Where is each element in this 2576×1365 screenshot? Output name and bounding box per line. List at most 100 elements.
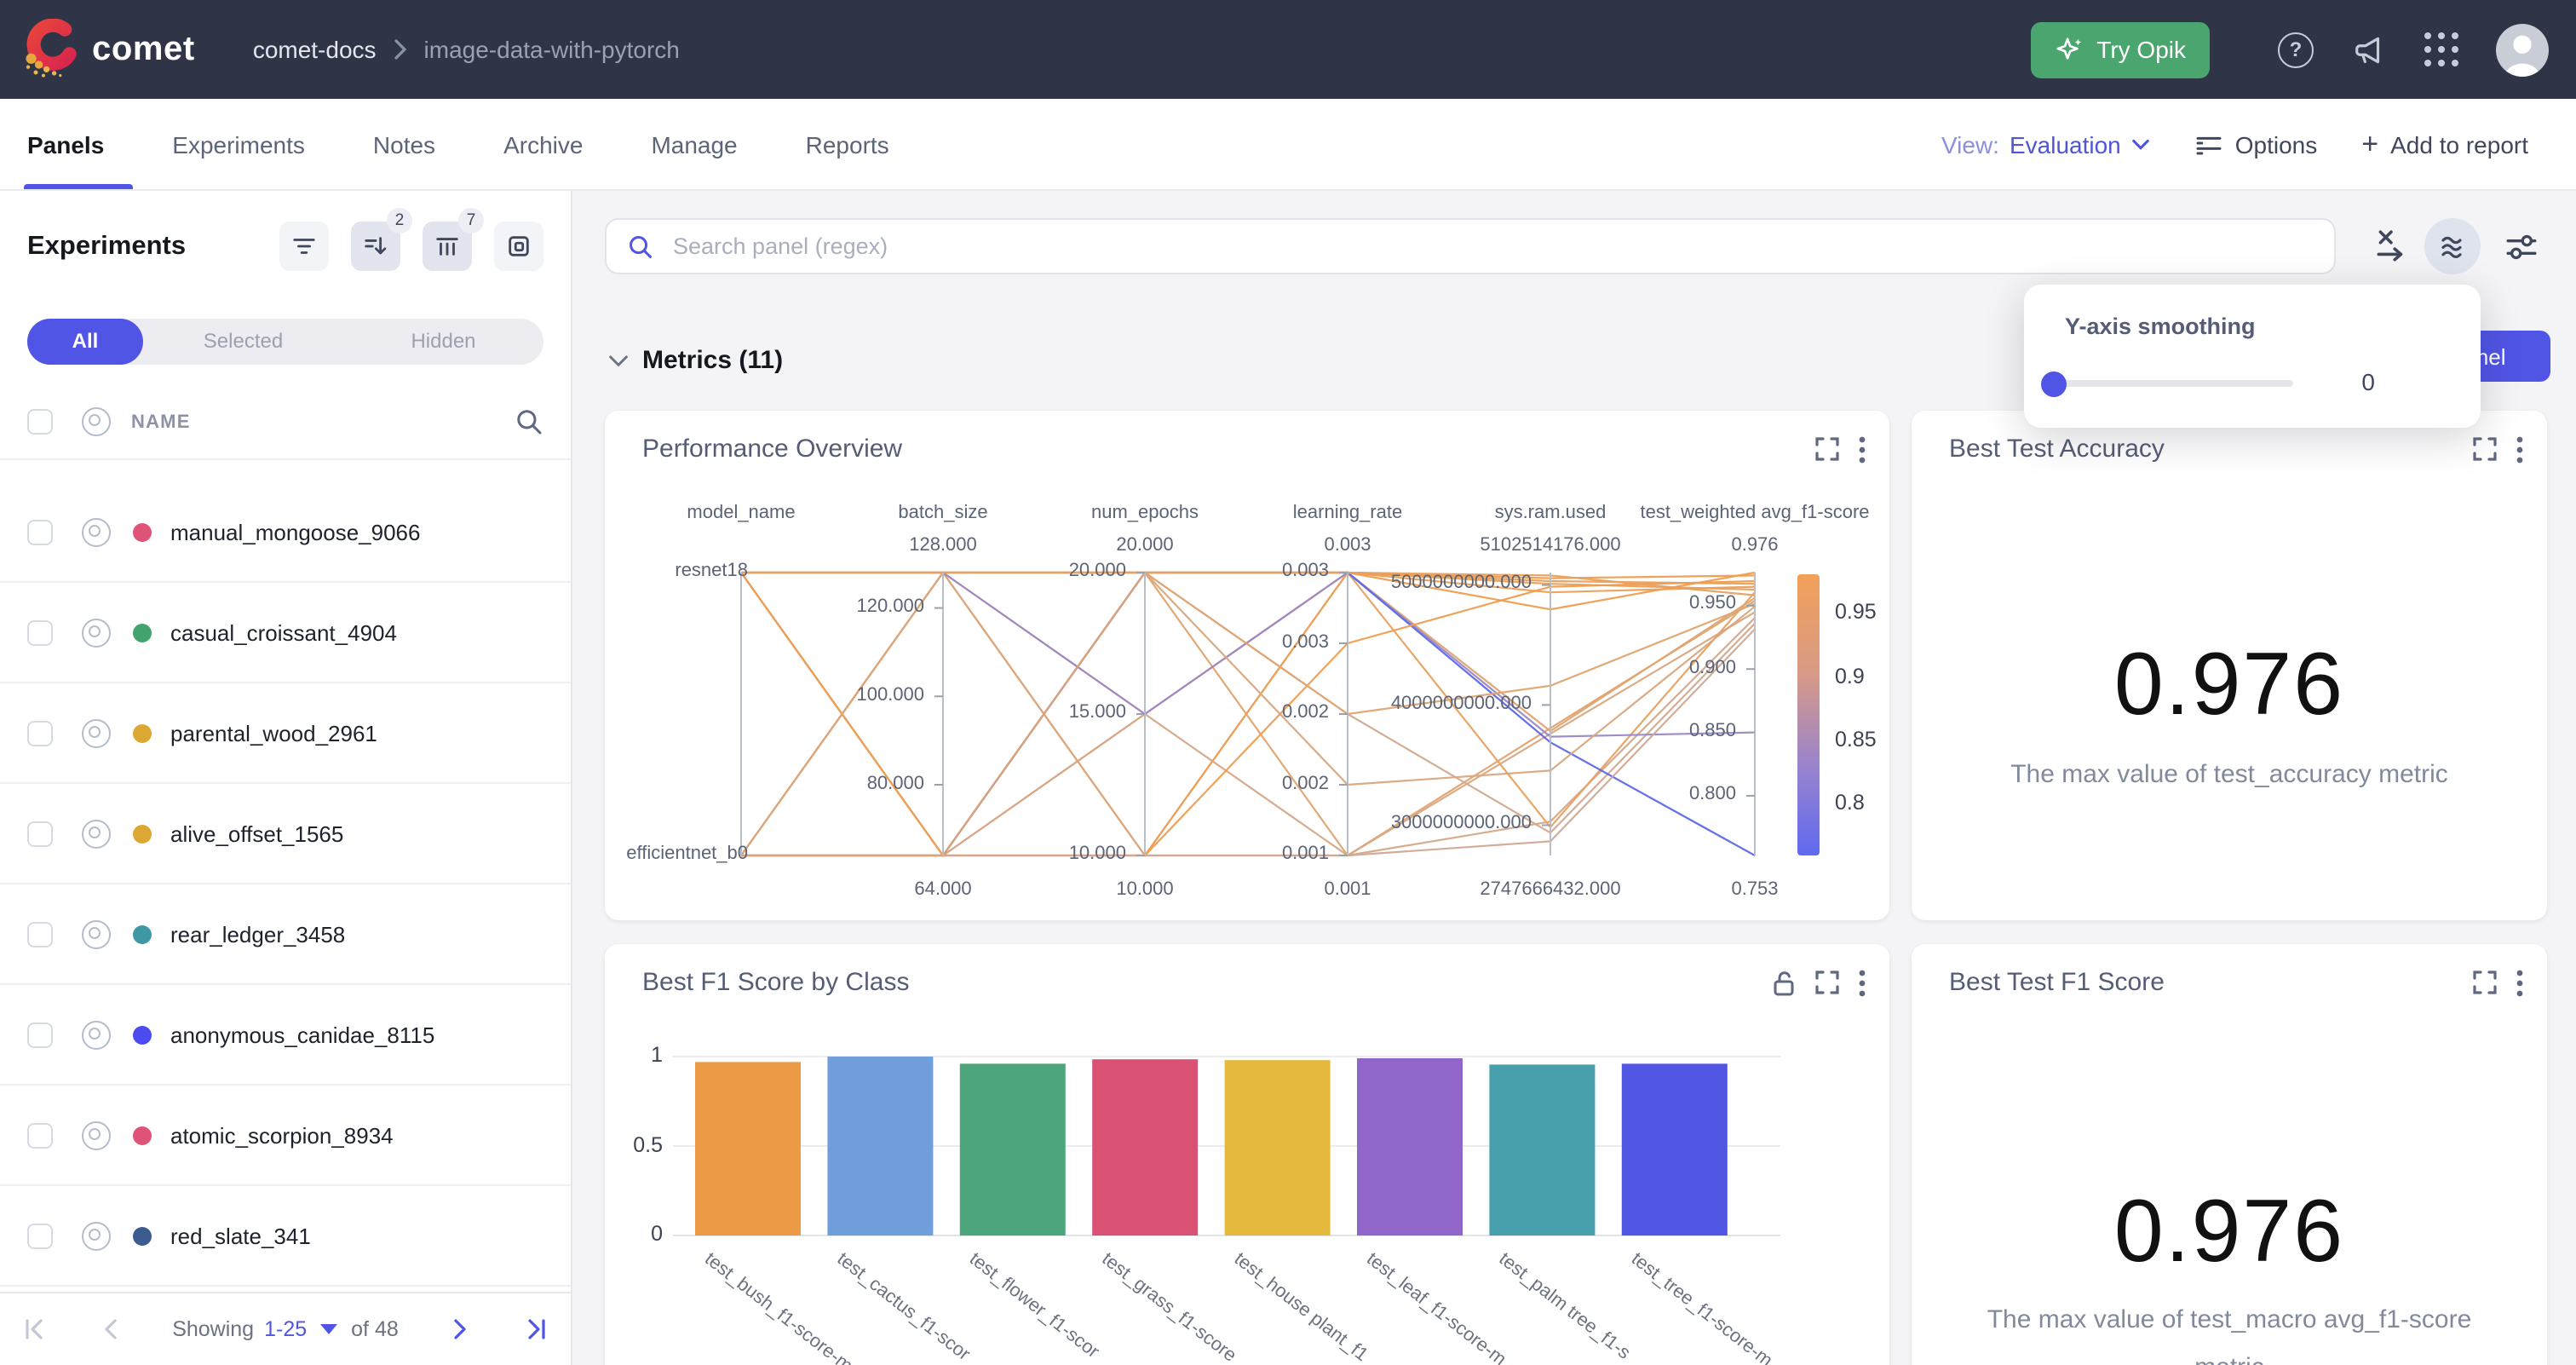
smoothing-popup-title: Y-axis smoothing — [2065, 314, 2256, 339]
colorbar — [1797, 574, 1820, 855]
tab-experiments[interactable]: Experiments — [172, 130, 305, 158]
experiment-row[interactable]: casual_croissant_4904 — [0, 583, 571, 683]
tab-reports[interactable]: Reports — [805, 130, 889, 158]
visibility-icon[interactable] — [82, 1020, 111, 1049]
experiment-row[interactable]: atomic_scorpion_8934 — [0, 1086, 571, 1186]
experiment-color-dot — [133, 1226, 152, 1245]
segment-hidden[interactable]: Hidden — [411, 329, 476, 353]
search-icon — [630, 235, 652, 257]
visibility-icon[interactable] — [82, 718, 111, 747]
row-checkbox[interactable] — [27, 1022, 53, 1047]
axis-category-label: resnet18 — [675, 561, 748, 581]
bar-x-label: test_cactus_f1-scor — [833, 1247, 975, 1364]
total-label: of 48 — [351, 1317, 399, 1341]
experiment-row[interactable]: parental_wood_2961 — [0, 683, 571, 784]
lock-open-icon[interactable] — [1772, 969, 1796, 996]
sort-button[interactable]: 2 — [351, 208, 412, 271]
experiment-name: rear_ledger_3458 — [170, 921, 346, 947]
user-avatar[interactable] — [2496, 23, 2549, 76]
experiment-row[interactable]: rear_ledger_3458 — [0, 884, 571, 985]
experiment-row[interactable]: manual_mongoose_9066 — [0, 482, 571, 583]
page-size-caret-icon[interactable] — [320, 1324, 338, 1334]
experiment-list: manual_mongoose_9066 casual_croissant_490… — [0, 482, 571, 1292]
options-button[interactable]: Options — [2194, 130, 2317, 158]
row-checkbox[interactable] — [27, 821, 53, 846]
pagination-bar: Showing 1-25 of 48 — [0, 1292, 571, 1365]
fullscreen-icon[interactable] — [1814, 436, 1840, 462]
best-test-f1-panel: Best Test F1 Score 0.976 The max value o… — [1912, 944, 2547, 1365]
segment-selected[interactable]: Selected — [203, 329, 284, 353]
breadcrumb-project[interactable]: comet-docs — [252, 36, 377, 63]
fullscreen-icon[interactable] — [1814, 970, 1840, 995]
visibility-icon[interactable] — [82, 819, 111, 848]
bar-x-label: test_tree_f1-score-m — [1628, 1247, 1777, 1365]
select-all-checkbox[interactable] — [27, 409, 53, 435]
row-checkbox[interactable] — [27, 1223, 53, 1248]
fullscreen-icon[interactable] — [2472, 970, 2498, 995]
x-axis-settings-button[interactable] — [2373, 228, 2409, 273]
sidebar-title: Experiments — [27, 231, 187, 260]
first-page-button[interactable] — [20, 1316, 48, 1343]
bar — [1092, 1059, 1199, 1235]
performance-overview-panel: Performance Overview model_name resnet18 e… — [605, 411, 1889, 920]
breadcrumb-page: image-data-with-pytorch — [423, 36, 680, 63]
options-icon — [2196, 136, 2222, 155]
comet-logo[interactable]: comet — [20, 19, 195, 80]
apps-grid-icon[interactable] — [2424, 32, 2458, 66]
announcements-icon[interactable] — [2351, 32, 2387, 67]
experiment-row[interactable]: anonymous_canidae_8115 — [0, 985, 571, 1086]
smoothing-button[interactable] — [2424, 218, 2481, 274]
experiment-search-icon[interactable] — [515, 407, 543, 436]
row-checkbox[interactable] — [27, 921, 53, 947]
axis-tick-label: 80.000 — [866, 773, 924, 793]
help-icon[interactable]: ? — [2278, 32, 2314, 67]
kebab-menu-icon[interactable] — [1859, 435, 1866, 463]
visibility-icon[interactable] — [82, 919, 111, 948]
kebab-menu-icon[interactable] — [2516, 969, 2523, 996]
panel-header: Best Test F1 Score — [1949, 968, 2523, 997]
axis-max-value: 0.976 — [1731, 535, 1779, 556]
visibility-icon[interactable] — [82, 517, 111, 546]
next-page-button[interactable] — [447, 1316, 474, 1343]
try-opik-button[interactable]: Try Opik — [2030, 21, 2210, 78]
tab-archive[interactable]: Archive — [503, 130, 584, 158]
tab-panels[interactable]: Panels — [23, 99, 134, 189]
panel-search-input[interactable] — [670, 232, 2314, 261]
smoothing-slider-thumb[interactable] — [2041, 371, 2067, 396]
tab-manage[interactable]: Manage — [651, 130, 738, 158]
experiment-color-dot — [133, 924, 152, 943]
panel-header: Best Test Accuracy — [1949, 435, 2523, 464]
experiment-row[interactable]: red_slate_341 — [0, 1186, 571, 1287]
smoothing-slider[interactable] — [2041, 371, 2293, 396]
pc-svg — [740, 571, 1756, 857]
metrics-section-toggle[interactable]: Metrics (11) — [608, 346, 783, 375]
add-to-report-button[interactable]: + Add to report — [2361, 129, 2528, 158]
last-page-button[interactable] — [523, 1316, 550, 1343]
panel-settings-button[interactable] — [2504, 230, 2539, 273]
row-checkbox[interactable] — [27, 1122, 53, 1148]
visibility-icon[interactable] — [82, 618, 111, 647]
prev-page-button[interactable] — [96, 1316, 124, 1343]
chevron-down-icon — [2131, 138, 2149, 149]
visibility-icon[interactable] — [82, 1120, 111, 1149]
smoothing-value: 0 — [2361, 368, 2375, 395]
columns-button[interactable]: 7 — [423, 208, 484, 271]
filter-button[interactable] — [279, 222, 329, 271]
kebab-menu-icon[interactable] — [1859, 969, 1866, 996]
view-selector[interactable]: View: Evaluation — [1941, 130, 2150, 158]
visibility-all-icon[interactable] — [82, 407, 111, 436]
tab-notes[interactable]: Notes — [372, 130, 436, 158]
visibility-icon[interactable] — [82, 1221, 111, 1250]
kebab-menu-icon[interactable] — [2516, 435, 2523, 463]
group-button[interactable] — [494, 222, 543, 271]
segment-all[interactable]: All — [27, 319, 143, 365]
metric-value: 0.976 — [2113, 636, 2345, 734]
page-range[interactable]: 1-25 — [264, 1317, 308, 1341]
experiment-row[interactable]: alive_offset_1565 — [0, 784, 571, 884]
axis-tick-label: 120.000 — [856, 596, 924, 617]
row-checkbox[interactable] — [27, 619, 53, 645]
row-checkbox[interactable] — [27, 519, 53, 544]
row-checkbox[interactable] — [27, 720, 53, 746]
axis-min-value: 10.000 — [1116, 879, 1174, 900]
fullscreen-icon[interactable] — [2472, 436, 2498, 462]
